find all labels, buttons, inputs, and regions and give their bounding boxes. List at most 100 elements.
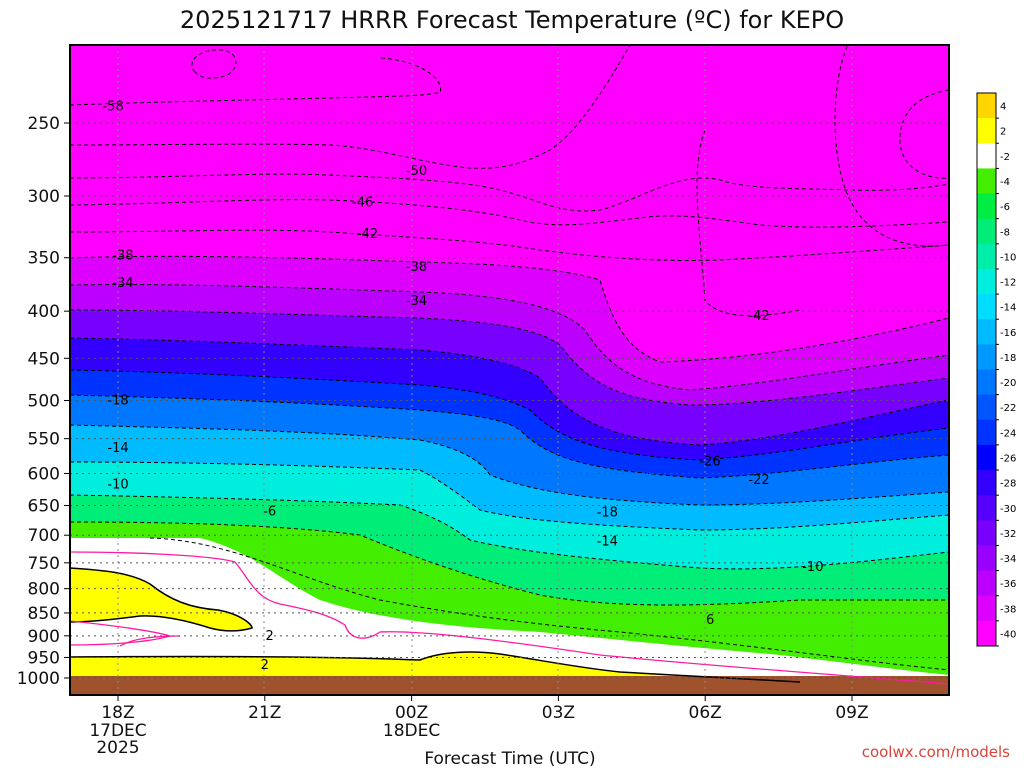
colorbar-label: 4 (1000, 102, 1006, 113)
contour-label: -34 (406, 294, 427, 309)
colorbar-label: -6 (1000, 202, 1010, 213)
colorbar-label: 2 (1000, 127, 1006, 138)
colorbar-label: -2 (1000, 152, 1010, 163)
y-axis: 250 300 350 400 450 500 550 600 650 700 750 800 850 9… (17, 114, 70, 689)
chart-title: 2025121717 HRRR Forecast Temperature (ºC… (180, 6, 844, 34)
x-tick-label: 06Z (689, 703, 722, 723)
contour-label: 2 (261, 658, 269, 673)
contour-label: -46 (352, 196, 373, 211)
colorbar-swatch (977, 218, 996, 245)
colorbar-label: -28 (1000, 479, 1016, 490)
colorbar-label: -20 (1000, 378, 1016, 389)
colorbar-swatch (977, 419, 996, 446)
colorbar-swatch (977, 168, 996, 195)
x-tick-sublabel: 18DEC (383, 721, 440, 741)
plot-area: -58 -50 -46 -42 -42 -38 -38 -34 -34 -26 -22 -18 -18 -… (70, 45, 949, 695)
colorbar-label: -32 (1000, 529, 1016, 540)
colorbar-label: -8 (1000, 227, 1010, 238)
plot-frame (69, 44, 950, 696)
y-tick-label: 750 (28, 554, 60, 574)
colorbar-label: -36 (1000, 579, 1016, 590)
y-tick-label: 600 (28, 464, 60, 484)
x-tick-label: 09Z (835, 703, 868, 723)
colorbar-label: -22 (1000, 403, 1016, 414)
colorbar-swatch (977, 595, 996, 622)
contour-label: -6 (263, 505, 276, 520)
colorbar-swatch (977, 268, 996, 295)
colorbar-label: -4 (1000, 177, 1010, 188)
colorbar-swatch (977, 193, 996, 220)
contour-label: -58 (102, 100, 123, 115)
colorbar-swatch (977, 394, 996, 421)
x-axis-label: Forecast Time (UTC) (424, 749, 595, 768)
colorbar-swatch (977, 620, 996, 647)
colorbar-swatch (977, 369, 996, 396)
colorbar-label: -18 (1000, 353, 1016, 364)
y-tick-label: 500 (28, 392, 60, 412)
colorbar-label: -14 (1000, 303, 1016, 314)
colorbar-label: -16 (1000, 328, 1016, 339)
contour-labels: -58 -50 -46 -42 -42 -38 -38 -34 -34 -26 -22 -18 -18 -… (102, 100, 823, 673)
colorbar-swatch (977, 118, 996, 144)
colorbar-swatch (977, 470, 996, 496)
x-tick-sublabel: 2025 (96, 738, 139, 758)
contour-label: -34 (112, 276, 133, 291)
y-tick-label: 250 (28, 114, 60, 134)
contour-label: -10 (107, 478, 128, 493)
contour-label: -38 (112, 248, 133, 263)
colorbar-swatch (977, 319, 996, 345)
y-tick-label: 950 (28, 648, 60, 668)
colorbar-swatch (977, 93, 996, 119)
contour-label: -50 (406, 164, 427, 179)
contour-label: -38 (406, 260, 427, 275)
colorbar-label: -30 (1000, 504, 1016, 515)
contour-label: 2 (266, 629, 274, 644)
y-tick-label: 450 (28, 349, 60, 369)
y-tick-label: 650 (28, 497, 60, 517)
contour-label: -22 (748, 473, 769, 488)
y-tick-label: 850 (28, 604, 60, 624)
y-tick-label: 400 (28, 302, 60, 322)
y-tick-label: 1000 (17, 669, 60, 689)
colorbar-label: -26 (1000, 453, 1016, 464)
contour-label: -42 (357, 227, 378, 242)
contour-label: -18 (597, 505, 618, 520)
contour-label: -10 (802, 560, 823, 575)
warm-pocket-upper (70, 568, 252, 631)
colorbar-label: -10 (1000, 252, 1016, 263)
x-tick-label: 03Z (542, 703, 575, 723)
colorbar-swatch (977, 545, 996, 572)
colorbar-swatch (977, 520, 996, 546)
colorbar-swatch (977, 495, 996, 521)
contour-label: -18 (107, 394, 128, 409)
colorbar: 4 2 -2 -4 -6 -8 -10 -12 -14 -16 -18 -20 -22 -24 -26 -28… (976, 92, 1016, 647)
colorbar-label: -38 (1000, 604, 1016, 615)
colorbar-swatch (977, 570, 996, 597)
colorbar-swatch (977, 243, 996, 270)
contour-label: -42 (748, 309, 769, 324)
colorbar-swatch (977, 344, 996, 370)
freezing-line (70, 567, 801, 683)
y-tick-label: 550 (28, 430, 60, 450)
x-tick-sublabel: 17DEC (89, 721, 146, 741)
colorbar-swatch (977, 143, 996, 169)
gridlines (117, 45, 853, 695)
ground-surface (70, 676, 949, 695)
colorbar-label: -12 (1000, 278, 1016, 289)
isotherm-lines (70, 45, 949, 671)
x-tick-label: 18Z (101, 703, 134, 723)
credit-text: coolwx.com/models (862, 743, 1010, 761)
contour-label: -14 (597, 534, 618, 549)
colorbar-swatch (977, 444, 996, 471)
x-tick-label: 21Z (248, 703, 281, 723)
contour-label: -26 (699, 454, 720, 469)
contour-label: 6 (706, 613, 714, 628)
y-tick-label: 350 (28, 249, 60, 269)
y-tick-label: 900 (28, 627, 60, 647)
contour-label: -14 (107, 441, 128, 456)
colorbar-label: -24 (1000, 428, 1016, 439)
colorbar-swatch (977, 294, 996, 320)
horizontal-gridlines (70, 122, 949, 679)
